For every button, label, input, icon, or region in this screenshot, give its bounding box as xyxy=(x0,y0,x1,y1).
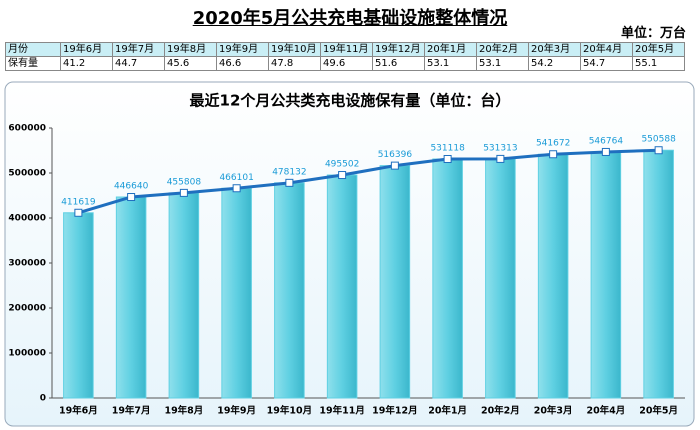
unit-label: 单位：万台 xyxy=(620,26,686,41)
bar xyxy=(221,187,252,399)
table-cell: 19年7月 xyxy=(112,42,165,57)
data-label: 466101 xyxy=(219,173,253,183)
data-label: 550588 xyxy=(641,135,676,145)
bar xyxy=(379,165,411,399)
bar xyxy=(643,149,674,399)
line xyxy=(77,148,659,215)
data-label: 531118 xyxy=(430,143,465,153)
y-tick-label: 500000 xyxy=(8,169,46,179)
bar xyxy=(432,158,463,399)
y-tick-label: 100000 xyxy=(8,349,46,359)
line-marker xyxy=(496,154,505,163)
x-tick-label: 20年5月 xyxy=(639,405,678,417)
page-title: 2020年5月公共充电基础设施整体情况 xyxy=(192,8,508,29)
data-label: 546764 xyxy=(589,136,624,146)
y-tick-label: 0 xyxy=(40,394,46,404)
line-marker xyxy=(443,154,452,163)
data-label: 411619 xyxy=(61,197,96,207)
data-label: 478132 xyxy=(272,167,306,177)
table-cell: 20年3月 xyxy=(528,42,581,57)
data-label: 446640 xyxy=(114,182,149,192)
x-tick-label: 19年12月 xyxy=(372,405,417,417)
y-tick-label: 600000 xyxy=(8,124,46,134)
table-cell: 月份 xyxy=(5,42,61,57)
data-label: 495502 xyxy=(325,160,359,170)
x-tick-label: 19年10月 xyxy=(267,405,312,417)
data-label: 455808 xyxy=(167,177,202,187)
table-cell: 46.6 xyxy=(216,56,269,71)
data-label: 531313 xyxy=(483,143,517,153)
line-marker xyxy=(232,184,241,193)
line-marker xyxy=(127,193,136,202)
x-tick-label: 19年11月 xyxy=(319,405,364,417)
x-tick-label: 20年4月 xyxy=(586,405,625,417)
bar xyxy=(115,196,147,399)
line-marker xyxy=(285,178,294,187)
data-label: 541672 xyxy=(536,139,570,149)
x-tick-label: 19年6月 xyxy=(59,405,98,417)
table-cell: 19年11月 xyxy=(320,42,373,57)
line-marker xyxy=(179,188,188,197)
table-cell: 19年6月 xyxy=(60,42,113,57)
x-tick-label: 19年7月 xyxy=(112,405,151,417)
table-cell: 45.6 xyxy=(164,56,217,71)
x-tick-label: 20年1月 xyxy=(428,405,467,417)
table-row: 保有量 41.2 44.7 45.6 46.6 47.8 49.6 51.6 53.1 53.1 5… xyxy=(5,56,685,71)
y-tick-label: 400000 xyxy=(8,214,46,224)
bar xyxy=(485,158,516,399)
bar xyxy=(590,151,622,399)
table-row: 月份 19年6月 19年7月 19年8月 19年9月 19年10月 19年11月 19年12月… xyxy=(5,42,685,57)
line-marker xyxy=(74,208,83,217)
table-cell: 55.1 xyxy=(632,56,685,71)
x-tick-label: 20年2月 xyxy=(481,405,520,417)
y-tick-label: 200000 xyxy=(8,304,46,314)
table-cell: 47.8 xyxy=(268,56,321,71)
line-marker xyxy=(654,146,663,155)
table-cell: 20年5月 xyxy=(632,42,685,57)
bar xyxy=(326,174,358,399)
line-marker xyxy=(338,171,347,180)
line-marker xyxy=(549,150,558,159)
x-tick-label: 20年3月 xyxy=(534,405,573,417)
bar xyxy=(63,212,94,399)
bar xyxy=(537,153,569,399)
x-tick-label: 19年9月 xyxy=(217,405,256,417)
table-cell: 19年8月 xyxy=(164,42,217,57)
x-tick-label: 19年8月 xyxy=(164,405,203,417)
table-cell: 20年4月 xyxy=(580,42,633,57)
data-label: 516396 xyxy=(378,150,413,160)
line-marker xyxy=(390,161,399,170)
table-cell: 54.7 xyxy=(580,56,633,71)
bar xyxy=(274,182,305,399)
summary-table: 月份 19年6月 19年7月 19年8月 19年9月 19年10月 19年11月 19年12月… xyxy=(5,42,685,71)
y-tick-label: 300000 xyxy=(8,259,46,269)
chart-title: 最近12个月公共类充电设施保有量（单位：台） xyxy=(190,92,511,110)
table-cell: 19年9月 xyxy=(216,42,269,57)
line-marker xyxy=(601,147,610,156)
bar xyxy=(168,192,200,399)
